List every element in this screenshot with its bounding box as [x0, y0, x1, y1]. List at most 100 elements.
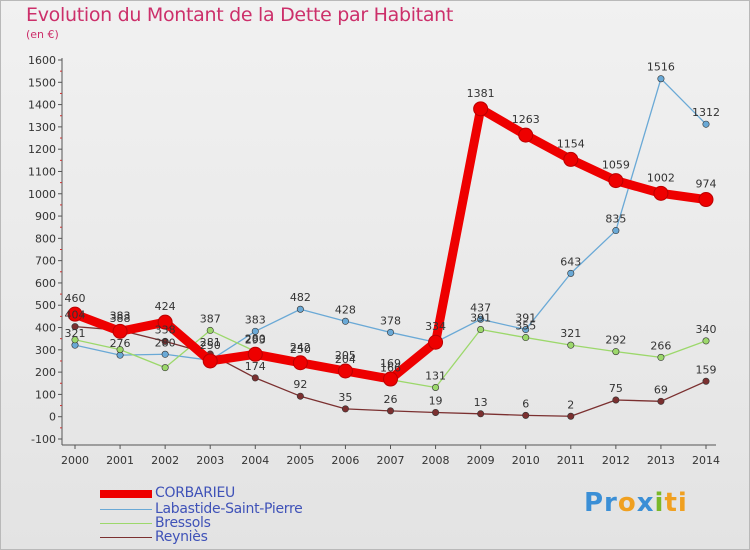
point-reyni-s	[522, 411, 530, 419]
x-tick-label: 2009	[467, 454, 495, 467]
data-label-labastide-saint-pierre: 437	[470, 301, 491, 314]
y-tick-label: 200	[35, 366, 56, 379]
data-label-bressols: 321	[560, 327, 581, 340]
data-label-corbarieu: 1002	[647, 171, 675, 184]
y-tick-label: 1400	[28, 99, 56, 112]
data-label-corbarieu: 280	[245, 332, 266, 345]
point-bressols	[657, 353, 665, 361]
data-label-bressols: 166	[380, 362, 401, 375]
data-label-bressols: 340	[696, 323, 717, 336]
data-label-reyni-s: 388	[110, 312, 131, 325]
point-reyni-s	[71, 323, 79, 331]
data-label-corbarieu: 1263	[512, 113, 540, 126]
data-label-corbarieu: 1154	[557, 137, 585, 150]
x-tick-label: 2012	[602, 454, 630, 467]
data-label-reyni-s: 26	[384, 393, 398, 406]
data-label-reyni-s: 92	[293, 378, 307, 391]
y-tick-label: 1300	[28, 121, 56, 134]
data-label-labastide-saint-pierre: 835	[605, 213, 626, 226]
proxiti-logo: Proxiti	[584, 488, 688, 518]
point-corbarieu	[337, 363, 353, 379]
data-label-bressols: 131	[425, 370, 446, 383]
y-tick-label: 1500	[28, 76, 56, 89]
data-label-corbarieu: 1059	[602, 159, 630, 172]
data-label-reyni-s: 35	[338, 391, 352, 404]
point-corbarieu	[473, 101, 489, 117]
x-tick-label: 2006	[331, 454, 359, 467]
y-tick-label: 700	[35, 255, 56, 268]
y-tick-label: 1100	[28, 165, 56, 178]
y-tick-label: 100	[35, 388, 56, 401]
data-label-corbarieu: 242	[290, 341, 311, 354]
point-labastide-saint-pierre	[702, 120, 710, 128]
legend-swatch-labastide	[100, 509, 152, 510]
data-label-bressols: 266	[650, 339, 671, 352]
data-label-labastide-saint-pierre: 1516	[647, 61, 675, 74]
y-tick-label: 400	[35, 322, 56, 335]
legend-label-labastide: Labastide-Saint-Pierre	[155, 501, 303, 517]
data-label-bressols: 387	[200, 312, 221, 325]
point-corbarieu	[518, 127, 534, 143]
x-tick-label: 2014	[692, 454, 720, 467]
data-label-labastide-saint-pierre: 643	[560, 255, 581, 268]
point-reyni-s	[251, 374, 259, 382]
point-reyni-s	[477, 410, 485, 418]
point-bressols	[567, 341, 575, 349]
x-tick-label: 2003	[196, 454, 224, 467]
legend-label-reynies: Reyniès	[155, 529, 208, 545]
point-bressols	[161, 364, 169, 372]
x-tick-label: 2013	[647, 454, 675, 467]
point-corbarieu	[202, 353, 218, 369]
legend-swatch-reynies	[100, 537, 152, 538]
chart-title: Evolution du Montant de la Dette par Hab…	[26, 4, 454, 26]
legend-swatch-corbarieu	[100, 490, 152, 498]
point-labastide-saint-pierre	[296, 305, 304, 313]
data-label-reyni-s: 13	[474, 396, 488, 409]
point-labastide-saint-pierre	[161, 350, 169, 358]
point-bressols	[612, 348, 620, 356]
data-label-reyni-s: 75	[609, 382, 623, 395]
point-corbarieu	[292, 355, 308, 371]
data-label-bressols: 355	[515, 320, 536, 333]
point-corbarieu	[383, 371, 398, 387]
point-bressols	[116, 346, 124, 354]
point-labastide-saint-pierre	[657, 75, 665, 83]
x-tick-label: 2004	[241, 454, 269, 467]
data-label-labastide-saint-pierre: 276	[110, 337, 131, 350]
point-reyni-s	[296, 392, 304, 400]
point-reyni-s	[341, 405, 349, 413]
point-labastide-saint-pierre	[567, 269, 575, 277]
x-tick-label: 2010	[512, 454, 540, 467]
point-bressols	[477, 326, 485, 334]
data-label-labastide-saint-pierre: 383	[245, 313, 266, 326]
point-reyni-s	[612, 396, 620, 404]
point-corbarieu	[67, 306, 83, 322]
data-label-corbarieu: 974	[696, 178, 717, 191]
data-label-reyni-s: 174	[245, 360, 266, 373]
point-corbarieu	[112, 323, 128, 339]
data-label-corbarieu: 205	[335, 349, 356, 362]
y-tick-label: 1200	[28, 143, 56, 156]
data-label-labastide-saint-pierre: 391	[515, 312, 536, 325]
data-label-reyni-s: 404	[65, 309, 86, 322]
data-label-corbarieu: 460	[65, 292, 86, 305]
x-tick-label: 2002	[151, 454, 179, 467]
point-reyni-s	[657, 397, 665, 405]
data-label-labastide-saint-pierre: 1312	[692, 106, 720, 119]
y-tick-label: 300	[35, 344, 56, 357]
point-reyni-s	[432, 408, 440, 416]
point-corbarieu	[157, 314, 173, 330]
data-label-bressols: 250	[290, 343, 311, 356]
point-labastide-saint-pierre	[341, 317, 349, 325]
data-label-corbarieu: 424	[155, 300, 176, 313]
point-labastide-saint-pierre	[522, 326, 530, 334]
x-tick-label: 2000	[61, 454, 89, 467]
data-label-bressols: 292	[605, 334, 626, 347]
y-tick-label: 800	[35, 232, 56, 245]
data-label-labastide-saint-pierre: 428	[335, 303, 356, 316]
point-reyni-s	[161, 337, 169, 345]
y-tick-label: 600	[35, 277, 56, 290]
data-label-labastide-saint-pierre: 321	[65, 327, 86, 340]
